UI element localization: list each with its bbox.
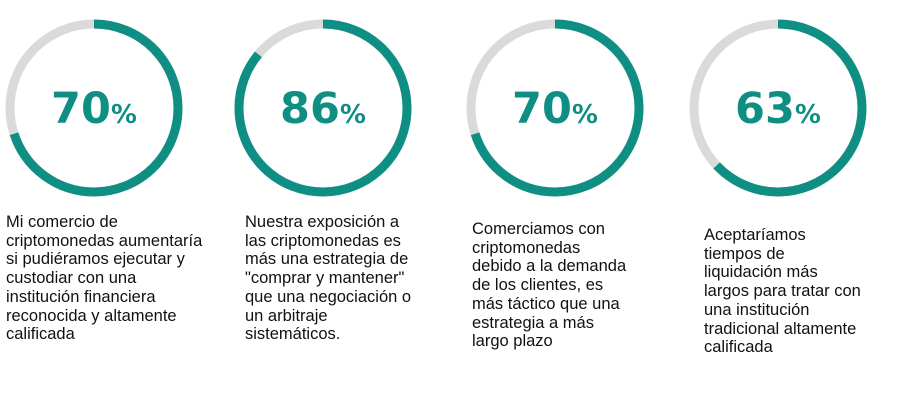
donut-arc-1 (234, 19, 412, 197)
donut-arc-2 (466, 19, 644, 197)
percent-label-1: 86% (280, 84, 366, 134)
percent-label-2: 70% (512, 84, 598, 134)
caption-2: Comerciamos con criptomonedas debido a l… (472, 220, 627, 351)
caption-0: Mi comercio de criptomonedas aumentaría … (6, 213, 203, 344)
donut-arc-0 (5, 19, 183, 197)
percent-label-0: 70% (51, 84, 137, 134)
caption-3: Aceptaríamos tiempos de liquidación más … (704, 226, 861, 357)
percent-label-3: 63% (735, 84, 821, 134)
caption-1: Nuestra exposición a las criptomonedas e… (245, 213, 412, 344)
donut-arc-3 (689, 19, 867, 197)
